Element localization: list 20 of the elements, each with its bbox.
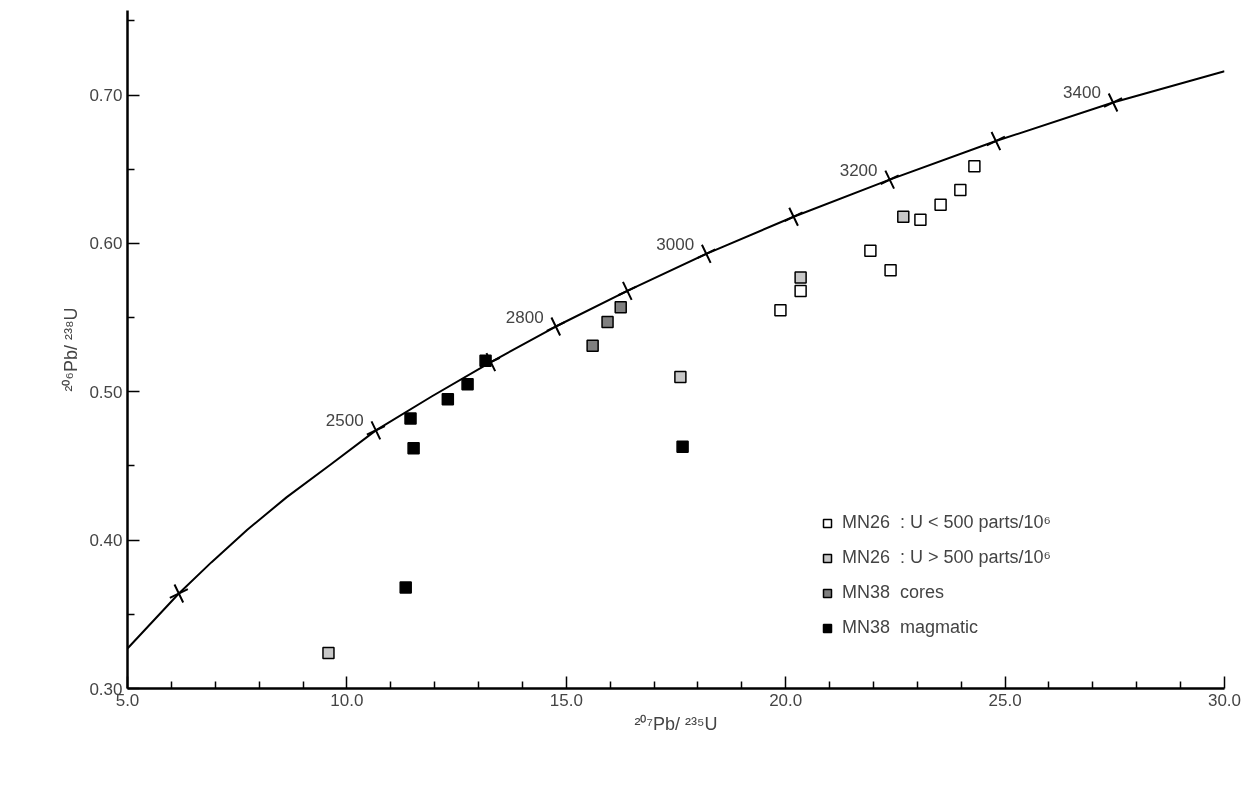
legend-label: MN38 cores xyxy=(842,582,945,603)
annotation: 2800 xyxy=(505,307,544,327)
y-axis-title: ²⁰⁶Pb/ ²³⁸U xyxy=(61,307,82,392)
annotation: 2500 xyxy=(325,411,364,431)
annotation: 3200 xyxy=(839,160,878,180)
legend-label: MN26 : U < 500 parts/10⁶ xyxy=(842,512,1052,533)
legend-label: MN38 magmatic xyxy=(842,617,979,638)
x-tick-label: 10.0 xyxy=(330,690,364,710)
x-axis-title: ²⁰⁷Pb/ ²³⁵U xyxy=(634,713,718,734)
y-tick-label: 0.70 xyxy=(89,86,123,106)
x-tick-label: 15.0 xyxy=(549,690,583,710)
annotation: 3400 xyxy=(1063,83,1101,103)
x-tick-label: 25.0 xyxy=(988,690,1022,710)
y-tick-label: 0.40 xyxy=(89,531,123,551)
legend-label: MN26 : U > 500 parts/10⁶ xyxy=(842,547,1052,568)
y-tick-label: 0.50 xyxy=(89,382,123,402)
x-tick-label: 30.0 xyxy=(1207,690,1242,710)
y-tick-label: 0.60 xyxy=(89,234,123,254)
x-tick-label: 20.0 xyxy=(769,690,803,710)
annotation: 3000 xyxy=(656,234,695,254)
